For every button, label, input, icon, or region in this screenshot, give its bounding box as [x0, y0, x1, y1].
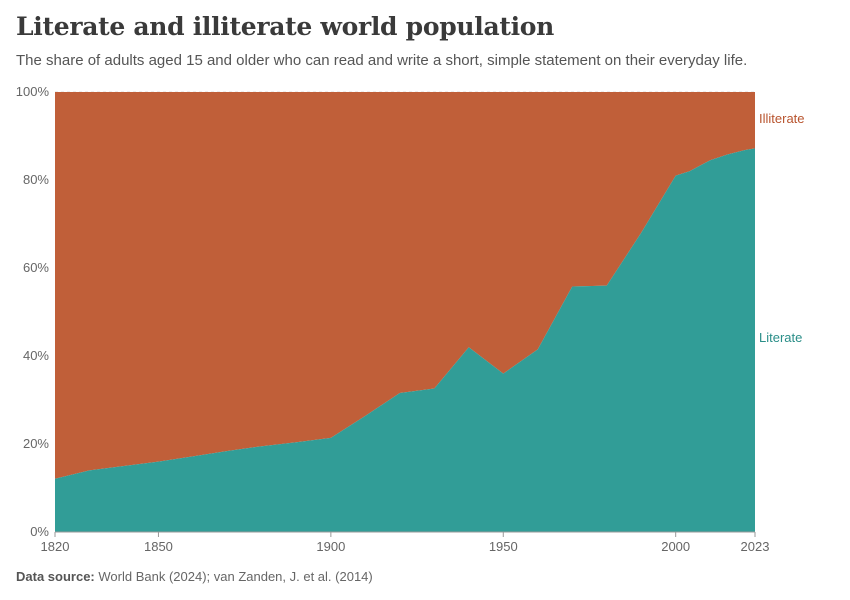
y-tick-label: 20%: [23, 436, 49, 451]
x-tick-label: 1950: [489, 539, 518, 554]
series-labels: Literate Illiterate: [759, 111, 805, 345]
chart-title: Literate and illiterate world population: [16, 12, 555, 41]
source-label: Data source:: [16, 569, 95, 584]
x-tick-label: 2023: [741, 539, 770, 554]
x-axis: 1820 1850 1900 1950 2000 2023: [41, 531, 770, 554]
x-tick-label: 2000: [661, 539, 690, 554]
data-source-note: Data source: World Bank (2024); van Zand…: [16, 569, 373, 584]
source-text: World Bank (2024); van Zanden, J. et al.…: [98, 569, 373, 584]
series-label-illiterate: Illiterate: [759, 111, 805, 126]
y-tick-label: 40%: [23, 348, 49, 363]
y-tick-label: 80%: [23, 172, 49, 187]
area-literate: [55, 148, 755, 532]
y-tick-label: 100%: [16, 84, 50, 99]
chart-subtitle: The share of adults aged 15 and older wh…: [16, 52, 748, 69]
y-tick-label: 60%: [23, 260, 49, 275]
y-axis: 0% 20% 40% 60% 80% 100%: [16, 84, 50, 539]
y-tick-label: 0%: [30, 524, 49, 539]
series-label-literate: Literate: [759, 330, 802, 345]
x-tick-label: 1850: [144, 539, 173, 554]
x-tick-label: 1820: [41, 539, 70, 554]
area-illiterate: [55, 92, 755, 479]
x-tick-label: 1900: [316, 539, 345, 554]
series-areas: [55, 92, 755, 532]
